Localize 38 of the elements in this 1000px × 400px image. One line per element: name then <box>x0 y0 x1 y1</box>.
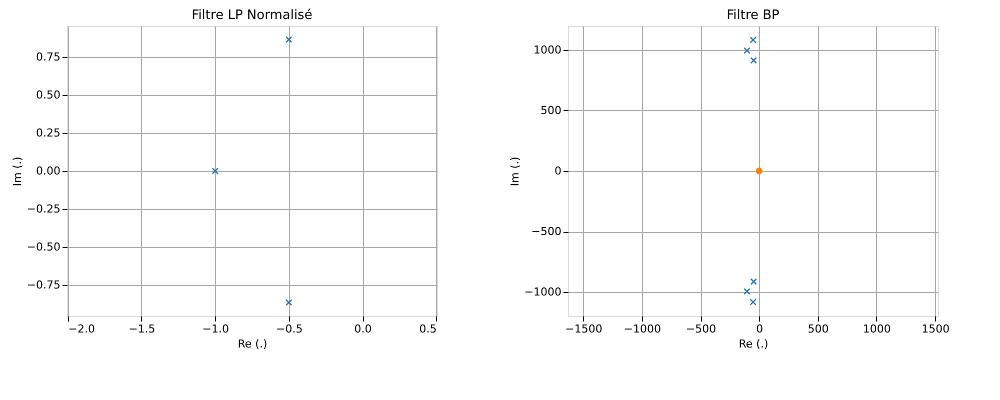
x-tick-label: 500 <box>808 322 829 336</box>
y-axis-title: Im (.) <box>508 156 522 186</box>
x-tick-label: −0.5 <box>276 322 303 336</box>
x-tick-label: 0 <box>756 322 764 336</box>
x-tick-label: −1.0 <box>202 322 230 336</box>
point <box>750 298 756 306</box>
y-tick-label: −1000 <box>524 286 562 299</box>
x-axis-title: Re (.) <box>738 338 768 350</box>
x-tick-label: −500 <box>686 322 716 336</box>
y-tick-label: −0.50 <box>26 240 60 254</box>
x-tick-label: 0.0 <box>354 322 372 336</box>
y-tick-label: −0.25 <box>26 202 60 216</box>
x-tick-label: −2.0 <box>68 322 95 336</box>
y-tick-label: 0.75 <box>36 50 60 64</box>
point <box>744 47 750 54</box>
point <box>756 168 763 174</box>
y-tick-label: 500 <box>540 104 562 117</box>
y-tick-label: 0.00 <box>36 164 60 178</box>
y-tick-label: 0.50 <box>36 88 60 102</box>
point <box>744 288 750 295</box>
chart-title: Filtre LP Normalisé <box>192 8 312 23</box>
x-tick-label: 0.5 <box>419 322 437 336</box>
y-tick-label: 0 <box>554 164 562 178</box>
y-tick-label: 0.25 <box>36 126 60 140</box>
point <box>750 278 758 286</box>
x-tick-label: −1000 <box>624 322 661 336</box>
x-tick-label: 1500 <box>922 322 950 336</box>
y-tick-label: −500 <box>531 225 562 238</box>
x-tick-label: 1000 <box>862 322 891 336</box>
chart-title: Filtre BP <box>726 8 780 23</box>
x-tick-label: −1500 <box>565 322 602 336</box>
point <box>750 36 756 44</box>
y-tick-label: 1000 <box>534 43 562 56</box>
point <box>750 56 758 64</box>
y-axis-title: Im (.) <box>10 156 24 186</box>
y-tick-label: −0.75 <box>26 278 60 292</box>
x-axis-title: Re (.) <box>238 338 268 350</box>
x-tick-label: −1.5 <box>128 322 156 336</box>
